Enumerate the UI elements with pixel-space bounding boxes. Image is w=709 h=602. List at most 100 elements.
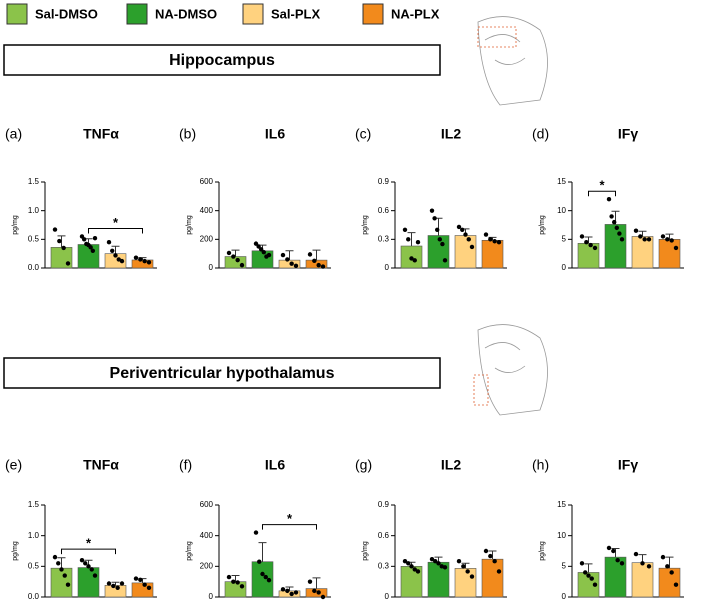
data-point	[673, 582, 679, 587]
chart-title: IL2	[441, 126, 461, 142]
data-point	[119, 581, 125, 586]
data-point	[465, 569, 470, 574]
data-point	[412, 567, 417, 572]
data-point	[263, 574, 268, 580]
legend-label: Sal-DMSO	[35, 6, 98, 21]
data-point	[113, 253, 118, 258]
legend-swatch	[126, 3, 148, 25]
data-point	[440, 241, 445, 247]
data-point	[492, 239, 497, 244]
data-point	[586, 573, 591, 578]
data-point	[307, 579, 313, 584]
error-bar	[57, 235, 66, 248]
data-point	[579, 234, 585, 239]
data-point	[436, 561, 441, 566]
y-tick-label: 15	[557, 500, 566, 509]
data-point	[89, 567, 94, 572]
data-point	[312, 258, 317, 264]
data-point	[429, 556, 435, 562]
y-axis-label: pg/mg	[362, 541, 369, 561]
data-point	[231, 579, 236, 584]
legend-label: Sal-PLX	[271, 6, 320, 21]
chart-title: IL2	[441, 457, 461, 473]
data-point	[665, 564, 670, 569]
data-point	[456, 559, 462, 564]
significance-bracket	[61, 548, 116, 555]
data-point	[65, 582, 71, 587]
significance-bracket	[588, 190, 616, 197]
data-point	[226, 250, 232, 256]
data-point	[61, 245, 66, 251]
data-point	[469, 244, 475, 250]
data-point	[669, 570, 674, 575]
error-bar	[434, 217, 443, 236]
data-point	[665, 237, 670, 242]
legend-swatch	[362, 3, 384, 25]
data-point	[226, 574, 232, 580]
data-point	[116, 257, 121, 262]
data-point	[435, 227, 440, 232]
panel-label: (a)	[5, 126, 22, 142]
error-bar	[231, 249, 240, 257]
data-point	[285, 257, 290, 262]
data-point	[415, 240, 421, 245]
data-point	[253, 241, 259, 246]
y-tick-label: 200	[200, 561, 214, 570]
panel-label: (f)	[179, 457, 192, 473]
y-axis-label: pg/mg	[186, 215, 193, 235]
data-point	[231, 254, 236, 259]
data-point	[142, 258, 147, 264]
chart-title: IL6	[265, 457, 285, 473]
data-point	[280, 587, 286, 592]
data-point	[320, 264, 326, 269]
data-point	[289, 261, 294, 266]
data-point	[584, 240, 589, 245]
data-point	[615, 558, 620, 563]
data-point	[633, 228, 639, 233]
data-point	[669, 238, 674, 243]
error-bar	[461, 562, 470, 569]
data-point	[606, 545, 612, 551]
section-box	[3, 357, 441, 389]
significance-label: *	[287, 511, 293, 526]
y-tick-label: 200	[200, 234, 214, 243]
error-bar	[258, 542, 267, 562]
y-axis-label: pg/mg	[362, 215, 369, 235]
data-point	[488, 553, 493, 559]
y-axis-label: pg/mg	[539, 215, 546, 235]
y-tick-label: 400	[200, 206, 214, 215]
y-tick-label: 1.5	[28, 500, 40, 509]
data-point	[461, 564, 466, 569]
chart-title: IFγ	[618, 126, 638, 142]
data-point	[285, 588, 290, 594]
data-point	[617, 231, 622, 236]
bar	[454, 235, 477, 269]
y-tick-label: 0.3	[378, 561, 390, 570]
data-point	[638, 234, 643, 239]
data-point	[146, 585, 152, 590]
data-point	[588, 242, 593, 248]
bar	[104, 585, 127, 598]
data-point	[266, 577, 272, 583]
data-point	[86, 564, 91, 569]
y-tick-label: 0.5	[28, 234, 40, 243]
y-tick-label: 0.0	[28, 263, 40, 272]
y-tick-label: 0.9	[378, 500, 390, 509]
chart-title: IL6	[265, 126, 285, 142]
y-tick-label: 0.6	[378, 531, 390, 540]
data-point	[65, 261, 71, 266]
data-point	[611, 548, 616, 554]
data-point	[260, 571, 265, 577]
panel-label: (h)	[532, 457, 549, 473]
data-point	[261, 250, 266, 255]
data-point	[239, 262, 245, 268]
data-point	[642, 237, 647, 242]
data-point	[646, 237, 652, 242]
bar	[658, 239, 681, 269]
error-bar	[584, 563, 593, 573]
significance-bracket	[262, 524, 317, 530]
y-tick-label: 600	[200, 500, 214, 509]
data-point	[115, 585, 120, 590]
data-point	[320, 594, 326, 600]
data-point	[56, 561, 61, 566]
